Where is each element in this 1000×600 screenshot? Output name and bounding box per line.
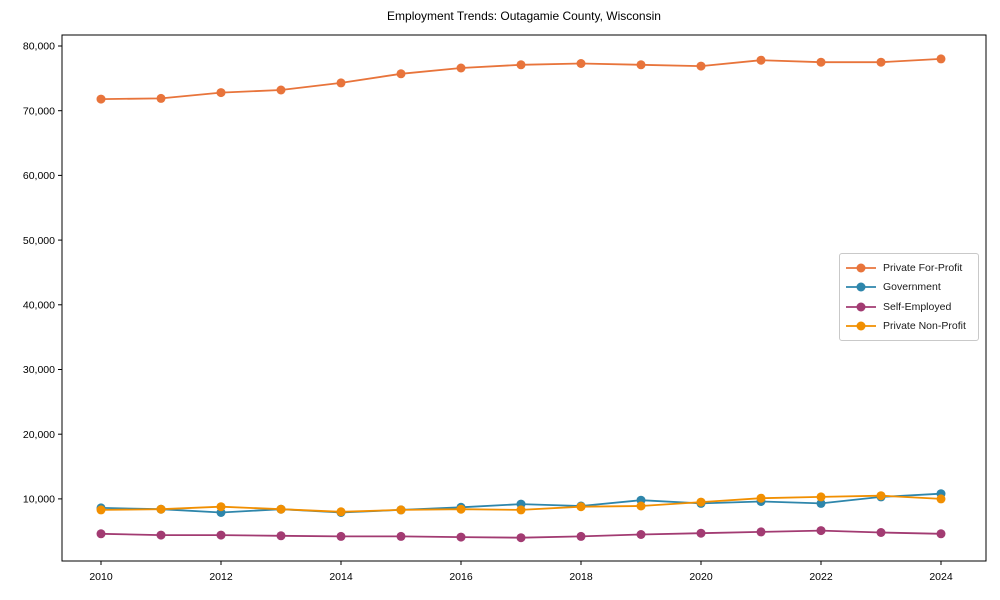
data-point-private-for-profit xyxy=(636,60,646,70)
data-point-private-for-profit xyxy=(936,54,946,64)
data-point-private-non-profit xyxy=(696,497,706,507)
y-tick-label: 30,000 xyxy=(23,364,55,376)
chart-title: Employment Trends: Outagamie County, Wis… xyxy=(387,9,661,23)
data-point-self-employed xyxy=(336,531,346,541)
data-point-private-non-profit xyxy=(636,501,646,511)
data-point-private-non-profit xyxy=(456,504,466,514)
data-point-private-for-profit xyxy=(516,60,526,70)
data-point-private-for-profit xyxy=(576,59,586,68)
data-point-private-for-profit xyxy=(816,57,826,67)
data-point-private-for-profit xyxy=(276,85,286,95)
y-tick-label: 60,000 xyxy=(23,170,55,182)
data-point-private-non-profit xyxy=(396,505,406,515)
data-point-self-employed xyxy=(576,531,586,541)
legend-item: Private For-Profit xyxy=(845,258,972,278)
data-point-self-employed xyxy=(216,530,226,540)
x-tick-label: 2016 xyxy=(449,571,473,583)
data-point-self-employed xyxy=(96,529,106,539)
x-tick-label: 2010 xyxy=(89,571,113,583)
legend-marker-icon xyxy=(846,321,876,331)
data-point-private-for-profit xyxy=(336,78,346,88)
data-point-self-employed xyxy=(696,528,706,538)
data-point-private-for-profit xyxy=(456,63,466,73)
data-point-private-non-profit xyxy=(576,502,586,512)
data-point-private-non-profit xyxy=(516,505,526,515)
legend-item: Self-Employed xyxy=(845,297,972,317)
x-tick-label: 2020 xyxy=(689,571,713,583)
data-point-private-for-profit xyxy=(756,55,766,65)
data-point-self-employed xyxy=(456,532,466,542)
data-point-self-employed xyxy=(876,528,886,537)
y-tick-label: 50,000 xyxy=(23,235,55,247)
y-tick-label: 40,000 xyxy=(23,299,55,311)
y-tick-label: 10,000 xyxy=(23,494,55,506)
data-point-self-employed xyxy=(756,527,766,537)
data-point-self-employed xyxy=(396,531,406,541)
legend-item-label: Private For-Profit xyxy=(883,261,963,274)
legend-item-label: Government xyxy=(883,281,941,294)
data-point-private-non-profit xyxy=(876,491,886,501)
x-tick-label: 2014 xyxy=(329,571,353,583)
y-tick-label: 70,000 xyxy=(23,105,55,117)
data-point-government xyxy=(816,498,826,508)
data-point-private-for-profit xyxy=(876,57,886,67)
data-point-self-employed xyxy=(936,529,946,539)
data-point-private-non-profit xyxy=(816,492,826,502)
legend-marker-icon xyxy=(846,263,876,273)
data-point-private-non-profit xyxy=(336,507,346,517)
y-tick-label: 80,000 xyxy=(23,41,55,53)
x-tick-label: 2022 xyxy=(809,571,833,583)
data-point-private-for-profit xyxy=(156,93,166,103)
data-point-private-non-profit xyxy=(276,504,286,514)
y-tick-label: 20,000 xyxy=(23,429,55,441)
x-tick-label: 2012 xyxy=(209,571,233,583)
legend-marker-icon xyxy=(846,302,876,312)
data-point-private-for-profit xyxy=(696,61,706,71)
legend-item-label: Private Non-Profit xyxy=(883,320,966,333)
data-point-self-employed xyxy=(516,533,526,543)
data-point-private-non-profit xyxy=(756,493,766,503)
data-point-self-employed xyxy=(816,526,826,536)
data-point-self-employed xyxy=(156,530,166,540)
x-tick-label: 2024 xyxy=(929,571,953,583)
data-point-private-non-profit xyxy=(96,505,106,515)
legend-marker-icon xyxy=(846,282,876,292)
data-point-private-non-profit xyxy=(936,494,946,504)
data-point-self-employed xyxy=(636,530,646,539)
data-point-self-employed xyxy=(276,531,286,541)
data-point-private-non-profit xyxy=(156,504,166,514)
data-point-private-for-profit xyxy=(96,94,106,104)
data-point-private-for-profit xyxy=(216,88,226,98)
x-tick-label: 2018 xyxy=(569,571,593,583)
data-point-private-for-profit xyxy=(396,69,406,79)
plot-frame xyxy=(61,34,987,562)
legend-item: Private Non-Profit xyxy=(845,317,972,337)
legend-item: Government xyxy=(845,278,972,298)
legend-item-label: Self-Employed xyxy=(883,300,952,313)
data-point-private-non-profit xyxy=(216,502,226,512)
legend: Private For-Profit Government Self-Employe… xyxy=(839,253,979,341)
